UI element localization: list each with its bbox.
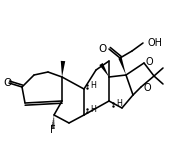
Text: F: F	[50, 125, 56, 135]
Text: O: O	[99, 44, 107, 54]
Polygon shape	[61, 61, 65, 77]
Text: H: H	[116, 100, 122, 109]
Text: O: O	[146, 57, 154, 67]
Text: OH: OH	[147, 38, 162, 48]
Text: H: H	[90, 82, 96, 91]
Text: O: O	[3, 78, 11, 88]
Text: H: H	[90, 106, 96, 115]
Text: O: O	[144, 83, 152, 93]
Polygon shape	[99, 63, 109, 77]
Polygon shape	[118, 57, 126, 75]
